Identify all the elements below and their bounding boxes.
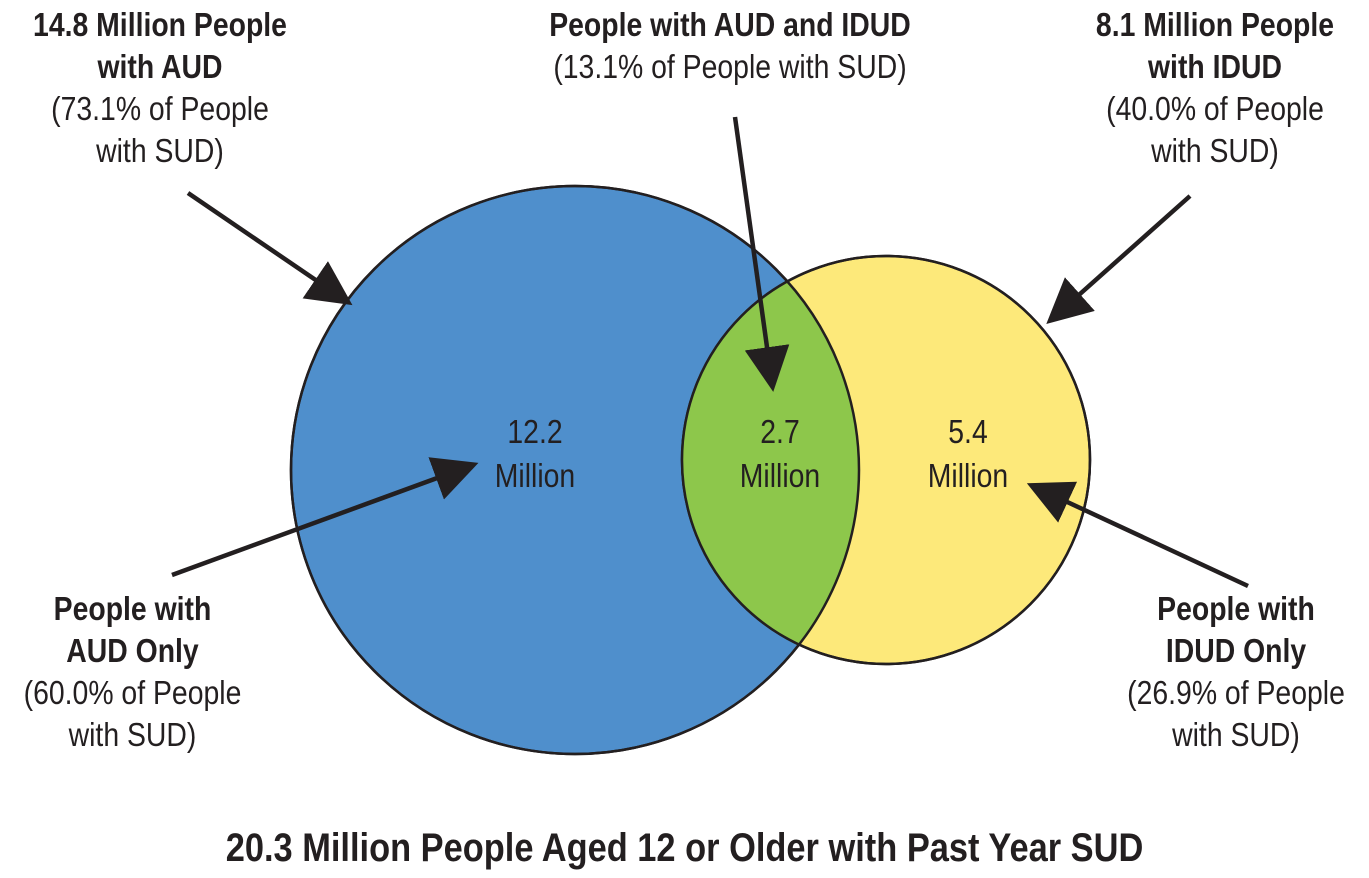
both-line1: People with AUD and IDUD: [549, 6, 911, 43]
both-unit: Million: [739, 457, 821, 494]
idud-only-line1: People with: [1157, 590, 1315, 627]
idud-total-line4: with SUD): [1151, 132, 1279, 169]
aud-only-line1: People with: [53, 590, 212, 627]
aud-total-line2: with AUD: [97, 48, 223, 85]
idud-only-line2: IDUD Only: [1165, 632, 1307, 669]
label-idud-total: 8.1 Million People with IDUD (40.0% of P…: [1086, 4, 1344, 172]
idud-only-line4: with SUD): [1172, 716, 1300, 753]
arrow-aud-total: [186, 191, 353, 306]
aud-only-value: 12.2: [507, 413, 563, 450]
idud-total-line2: with IDUD: [1147, 48, 1282, 85]
idud-only-unit: Million: [927, 457, 1009, 494]
label-aud-total: 14.8 Million People with AUD (73.1% of P…: [31, 4, 289, 172]
aud-circle-outline: [289, 184, 861, 756]
region-idud-only: 5.4 Million: [899, 410, 1037, 498]
aud-only-unit: Million: [494, 457, 576, 494]
aud-only-line2: AUD Only: [66, 632, 199, 669]
arrow-aud-only: [171, 457, 479, 578]
idud-total-line3: (40.0% of People: [1106, 90, 1324, 127]
diagram-footer: 20.3 Million People Aged 12 or Older wit…: [225, 826, 1144, 870]
idud-total-line1: 8.1 Million People: [1095, 6, 1335, 43]
idud-only-value: 5.4: [948, 413, 988, 450]
label-aud-only: People with AUD Only (60.0% of People wi…: [19, 588, 247, 756]
region-both: 2.7 Million: [711, 410, 849, 498]
aud-total-line1: 14.8 Million People: [33, 6, 287, 43]
both-line2: (13.1% of People with SUD): [553, 48, 907, 85]
idud-circle-outline: [680, 254, 1092, 666]
label-idud-only: People with IDUD Only (26.9% of People w…: [1122, 588, 1351, 756]
idud-only-line3: (26.9% of People: [1127, 674, 1345, 711]
aud-total-line3: (73.1% of People: [51, 90, 269, 127]
aud-only-line3: (60.0% of People: [23, 674, 242, 711]
arrow-idud-only: [1026, 481, 1249, 589]
both-value: 2.7: [760, 413, 800, 450]
arrow-idud-total: [1046, 194, 1192, 324]
aud-total-line4: with SUD): [96, 132, 224, 169]
label-both: People with AUD and IDUD (13.1% of Peopl…: [515, 4, 945, 88]
arrow-both: [732, 116, 790, 392]
region-aud-only: 12.2 Million: [466, 410, 604, 498]
aud-only-line4: with SUD): [68, 716, 197, 753]
